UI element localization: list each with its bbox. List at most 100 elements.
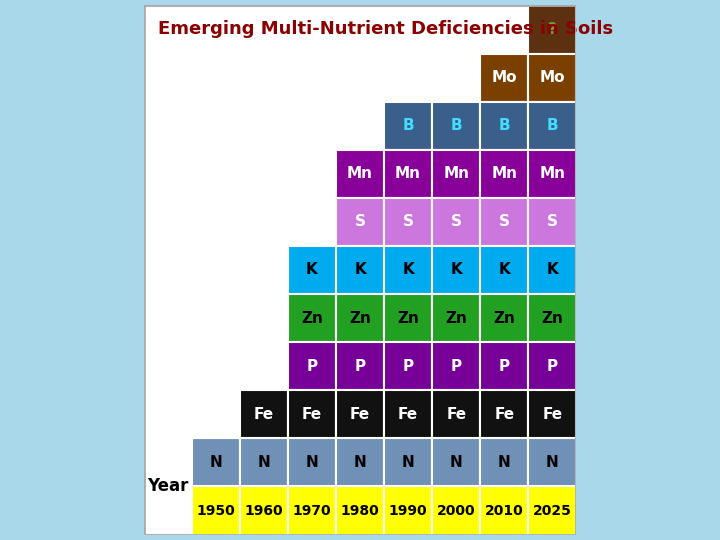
Bar [528,53,577,102]
Bar [336,294,384,342]
Bar [336,198,384,246]
Text: N: N [210,455,222,470]
Text: Mn: Mn [395,166,421,181]
Bar [432,198,480,246]
Text: 2010: 2010 [485,503,523,517]
Bar [192,390,240,438]
Text: K: K [450,262,462,278]
Bar [288,5,336,53]
Text: B: B [546,118,558,133]
Bar [528,150,577,198]
Bar [288,150,336,198]
Text: Fe: Fe [446,407,467,422]
Text: ?: ? [548,22,557,37]
Bar [143,5,192,53]
Text: Mn: Mn [539,166,565,181]
Bar [480,5,528,53]
Text: 1980: 1980 [341,503,379,517]
Bar [143,487,192,535]
Text: K: K [402,262,414,278]
Bar [288,102,336,150]
Bar [192,438,240,487]
Bar [528,198,577,246]
Bar [384,198,432,246]
Text: P: P [306,359,318,374]
Bar [288,246,336,294]
Bar [143,342,192,390]
Text: Mn: Mn [491,166,518,181]
Text: P: P [499,359,510,374]
Text: Zn: Zn [349,310,371,326]
Bar [336,342,384,390]
Text: 2000: 2000 [437,503,475,517]
Bar [288,294,336,342]
Text: Emerging Multi-Nutrient Deficiencies in Soils: Emerging Multi-Nutrient Deficiencies in … [158,21,613,38]
Bar [432,102,480,150]
Bar [192,246,240,294]
Bar [192,342,240,390]
Text: K: K [498,262,510,278]
Bar [240,102,288,150]
Bar [240,150,288,198]
Text: 1950: 1950 [197,503,235,517]
Bar [336,102,384,150]
Bar [432,53,480,102]
Text: S: S [451,214,462,230]
Bar [143,390,192,438]
Bar [384,246,432,294]
Bar [528,246,577,294]
Bar [192,150,240,198]
Bar [192,198,240,246]
Bar [143,198,192,246]
Bar [480,102,528,150]
Bar [336,438,384,487]
Text: N: N [402,455,415,470]
Bar [192,5,240,53]
Text: Fe: Fe [253,407,274,422]
Bar [528,294,577,342]
Bar [288,342,336,390]
Bar [528,102,577,150]
Bar [384,150,432,198]
Text: Fe: Fe [542,407,562,422]
Text: N: N [450,455,462,470]
Bar [336,53,384,102]
Text: Fe: Fe [494,407,514,422]
Bar [384,342,432,390]
Bar [480,198,528,246]
Text: Zn: Zn [301,310,323,326]
Text: S: S [547,214,558,230]
Bar [288,487,336,535]
Bar [432,342,480,390]
Text: Mn: Mn [444,166,469,181]
Text: Fe: Fe [350,407,370,422]
Bar [143,150,192,198]
Bar [240,487,288,535]
Bar [384,294,432,342]
Bar [143,438,192,487]
Text: P: P [402,359,414,374]
Text: N: N [498,455,510,470]
Bar [384,390,432,438]
Bar [528,390,577,438]
Bar [143,53,192,102]
Bar [384,53,432,102]
Bar [192,487,240,535]
Text: B: B [498,118,510,133]
Bar [432,294,480,342]
Bar [528,438,577,487]
Bar [336,246,384,294]
Text: P: P [354,359,366,374]
Bar [192,294,240,342]
Text: B: B [451,118,462,133]
Text: P: P [547,359,558,374]
Bar [384,438,432,487]
Bar [240,438,288,487]
Bar [528,5,577,53]
Text: 1970: 1970 [292,503,331,517]
Bar [384,102,432,150]
Text: K: K [354,262,366,278]
Text: Mo: Mo [492,70,517,85]
Text: S: S [499,214,510,230]
Text: P: P [451,359,462,374]
